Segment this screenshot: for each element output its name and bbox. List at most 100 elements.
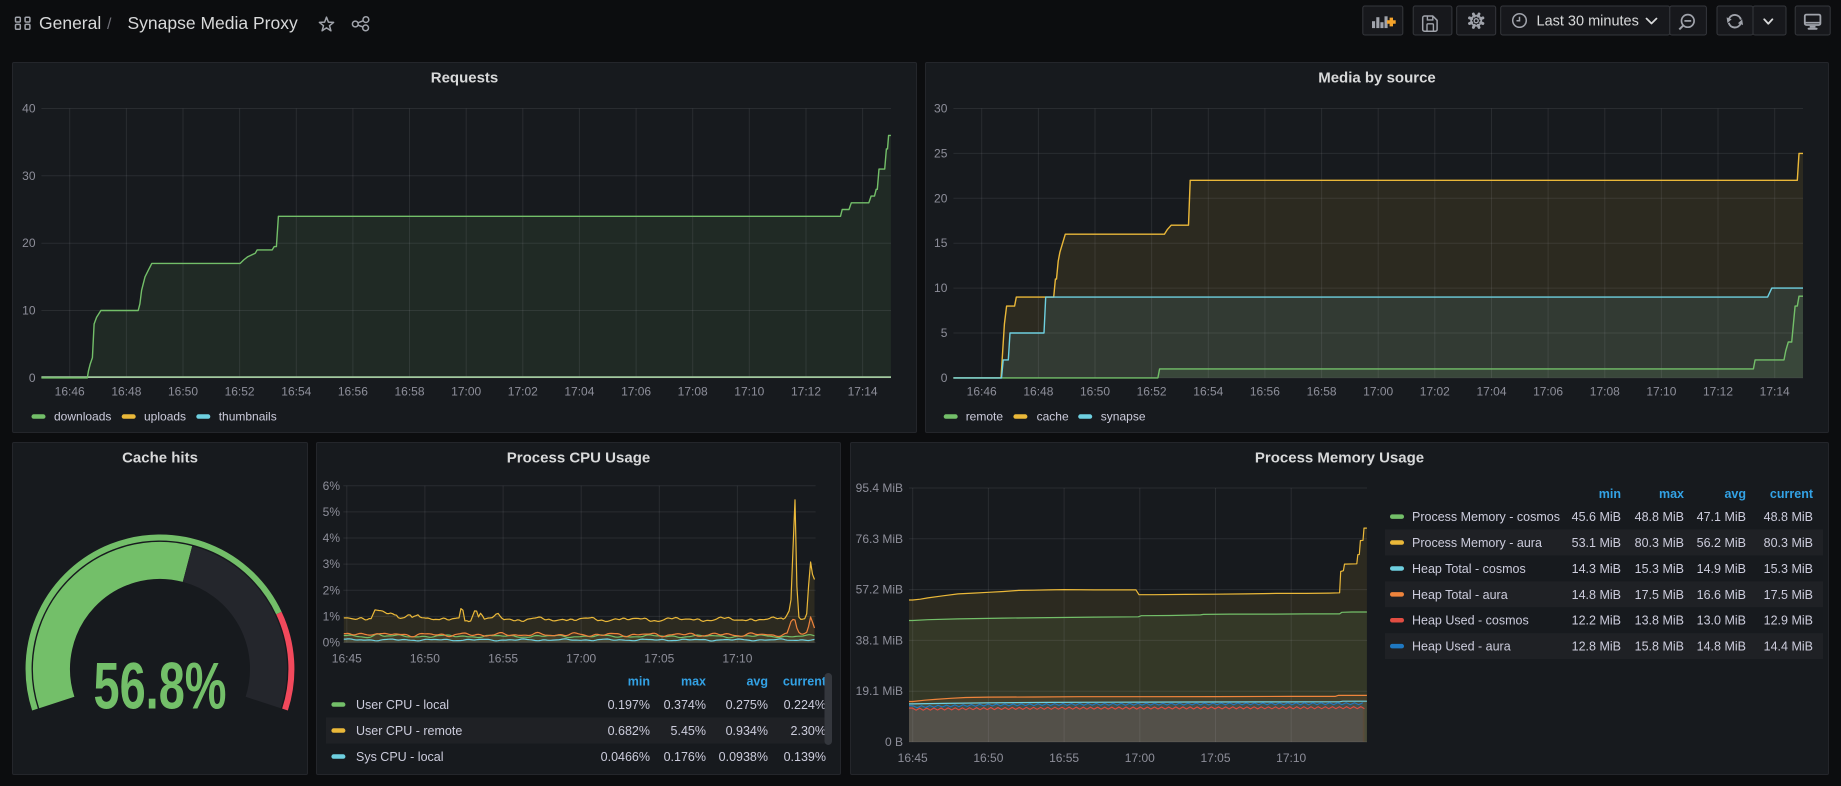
svg-text:17:04: 17:04 (1476, 385, 1506, 399)
svg-text:17:00: 17:00 (451, 385, 481, 399)
svg-text:20: 20 (22, 236, 36, 250)
svg-text:5%: 5% (323, 505, 341, 519)
svg-text:80.3 MiB: 80.3 MiB (1635, 536, 1684, 550)
svg-text:User CPU - remote: User CPU - remote (356, 724, 462, 738)
svg-text:Last 30 minutes: Last 30 minutes (1537, 14, 1639, 30)
svg-text:16:54: 16:54 (281, 385, 311, 399)
svg-text:0.374%: 0.374% (664, 698, 706, 712)
svg-text:0.0466%: 0.0466% (601, 750, 650, 764)
svg-text:5: 5 (941, 326, 948, 340)
svg-text:17:02: 17:02 (1420, 385, 1450, 399)
svg-text:User CPU - local: User CPU - local (356, 698, 449, 712)
svg-text:0.197%: 0.197% (608, 698, 650, 712)
svg-text:16:45: 16:45 (332, 652, 362, 666)
svg-text:cache: cache (1037, 410, 1069, 424)
svg-text:53.1 MiB: 53.1 MiB (1572, 536, 1621, 550)
svg-text:0.224%: 0.224% (784, 698, 826, 712)
svg-text:16:56: 16:56 (338, 385, 368, 399)
svg-text:Process Memory - cosmos: Process Memory - cosmos (1412, 510, 1560, 524)
svg-text:14.4 MiB: 14.4 MiB (1764, 640, 1813, 654)
svg-text:16:55: 16:55 (488, 652, 518, 666)
svg-text:10: 10 (934, 281, 948, 295)
svg-text:40: 40 (22, 102, 36, 116)
svg-text:16:54: 16:54 (1193, 385, 1223, 399)
svg-text:13.8 MiB: 13.8 MiB (1635, 614, 1684, 628)
svg-text:0.934%: 0.934% (726, 724, 768, 738)
svg-text:17:05: 17:05 (1200, 751, 1230, 765)
svg-text:Heap Total - aura: Heap Total - aura (1412, 588, 1508, 602)
svg-text:max: max (681, 675, 706, 689)
svg-text:17:05: 17:05 (644, 652, 674, 666)
svg-text:16:48: 16:48 (111, 385, 141, 399)
svg-text:3%: 3% (323, 557, 341, 571)
svg-text:17:04: 17:04 (564, 385, 594, 399)
svg-text:16:56: 16:56 (1250, 385, 1280, 399)
svg-text:16:50: 16:50 (410, 652, 440, 666)
svg-text:10: 10 (22, 304, 36, 318)
svg-text:17:10: 17:10 (722, 652, 752, 666)
svg-text:16:58: 16:58 (1307, 385, 1337, 399)
svg-text:56.8%: 56.8% (94, 649, 227, 723)
svg-text:Requests: Requests (431, 69, 499, 86)
svg-text:76.3 MiB: 76.3 MiB (856, 532, 903, 546)
svg-text:0: 0 (941, 371, 948, 385)
svg-text:16.6 MiB: 16.6 MiB (1697, 588, 1746, 602)
svg-text:15.3 MiB: 15.3 MiB (1764, 562, 1813, 576)
svg-text:45.6 MiB: 45.6 MiB (1572, 510, 1621, 524)
svg-text:17:14: 17:14 (1760, 385, 1790, 399)
svg-text:14.8 MiB: 14.8 MiB (1697, 640, 1746, 654)
svg-text:16:55: 16:55 (1049, 751, 1079, 765)
svg-text:avg: avg (1724, 487, 1746, 501)
svg-text:downloads: downloads (54, 410, 111, 424)
svg-text:17:14: 17:14 (848, 385, 878, 399)
svg-text:80.3 MiB: 80.3 MiB (1764, 536, 1813, 550)
svg-text:14.8 MiB: 14.8 MiB (1572, 588, 1621, 602)
svg-text:48.8 MiB: 48.8 MiB (1635, 510, 1684, 524)
svg-text:17:00: 17:00 (1125, 751, 1155, 765)
svg-text:min: min (1599, 487, 1621, 501)
svg-text:Cache hits: Cache hits (122, 450, 198, 467)
svg-text:Process Memory Usage: Process Memory Usage (1255, 450, 1424, 467)
svg-text:25: 25 (934, 146, 948, 160)
svg-text:remote: remote (966, 410, 1004, 424)
svg-text:16:58: 16:58 (394, 385, 424, 399)
svg-text:16:45: 16:45 (898, 751, 928, 765)
svg-text:Process Memory - aura: Process Memory - aura (1412, 536, 1542, 550)
svg-text:0: 0 (29, 371, 36, 385)
svg-text:13.0 MiB: 13.0 MiB (1697, 614, 1746, 628)
svg-text:17.5 MiB: 17.5 MiB (1764, 588, 1813, 602)
svg-text:56.2 MiB: 56.2 MiB (1697, 536, 1746, 550)
svg-text:17:10: 17:10 (734, 385, 764, 399)
svg-text:0.275%: 0.275% (726, 698, 768, 712)
svg-text:15.3 MiB: 15.3 MiB (1635, 562, 1684, 576)
svg-text:0.682%: 0.682% (608, 724, 650, 738)
svg-text:17:08: 17:08 (678, 385, 708, 399)
svg-text:Heap Used - aura: Heap Used - aura (1412, 640, 1511, 654)
svg-text:12.9 MiB: 12.9 MiB (1764, 614, 1813, 628)
svg-text:16:46: 16:46 (967, 385, 997, 399)
svg-text:1%: 1% (323, 609, 341, 623)
svg-text:0.139%: 0.139% (784, 750, 826, 764)
svg-text:16:48: 16:48 (1023, 385, 1053, 399)
svg-text:20: 20 (934, 191, 948, 205)
svg-text:14.3 MiB: 14.3 MiB (1572, 562, 1621, 576)
svg-text:57.2 MiB: 57.2 MiB (856, 583, 903, 597)
svg-text:16:52: 16:52 (1137, 385, 1167, 399)
svg-text:current: current (1770, 487, 1814, 501)
svg-text:12.8 MiB: 12.8 MiB (1572, 640, 1621, 654)
svg-text:0 B: 0 B (885, 735, 903, 749)
svg-text:uploads: uploads (144, 410, 186, 424)
svg-text:Media by source: Media by source (1318, 69, 1436, 86)
svg-text:0%: 0% (323, 636, 341, 650)
svg-text:17.5 MiB: 17.5 MiB (1635, 588, 1684, 602)
svg-text:15: 15 (934, 236, 948, 250)
svg-text:17:00: 17:00 (1363, 385, 1393, 399)
svg-text:16:46: 16:46 (55, 385, 85, 399)
svg-text:4%: 4% (323, 531, 341, 545)
svg-text:2.30%: 2.30% (791, 724, 826, 738)
svg-text:Synapse Media Proxy: Synapse Media Proxy (128, 13, 298, 33)
svg-text:17:10: 17:10 (1276, 751, 1306, 765)
svg-text:6%: 6% (323, 479, 341, 493)
svg-text:17:00: 17:00 (566, 652, 596, 666)
svg-text:/: / (107, 16, 112, 33)
